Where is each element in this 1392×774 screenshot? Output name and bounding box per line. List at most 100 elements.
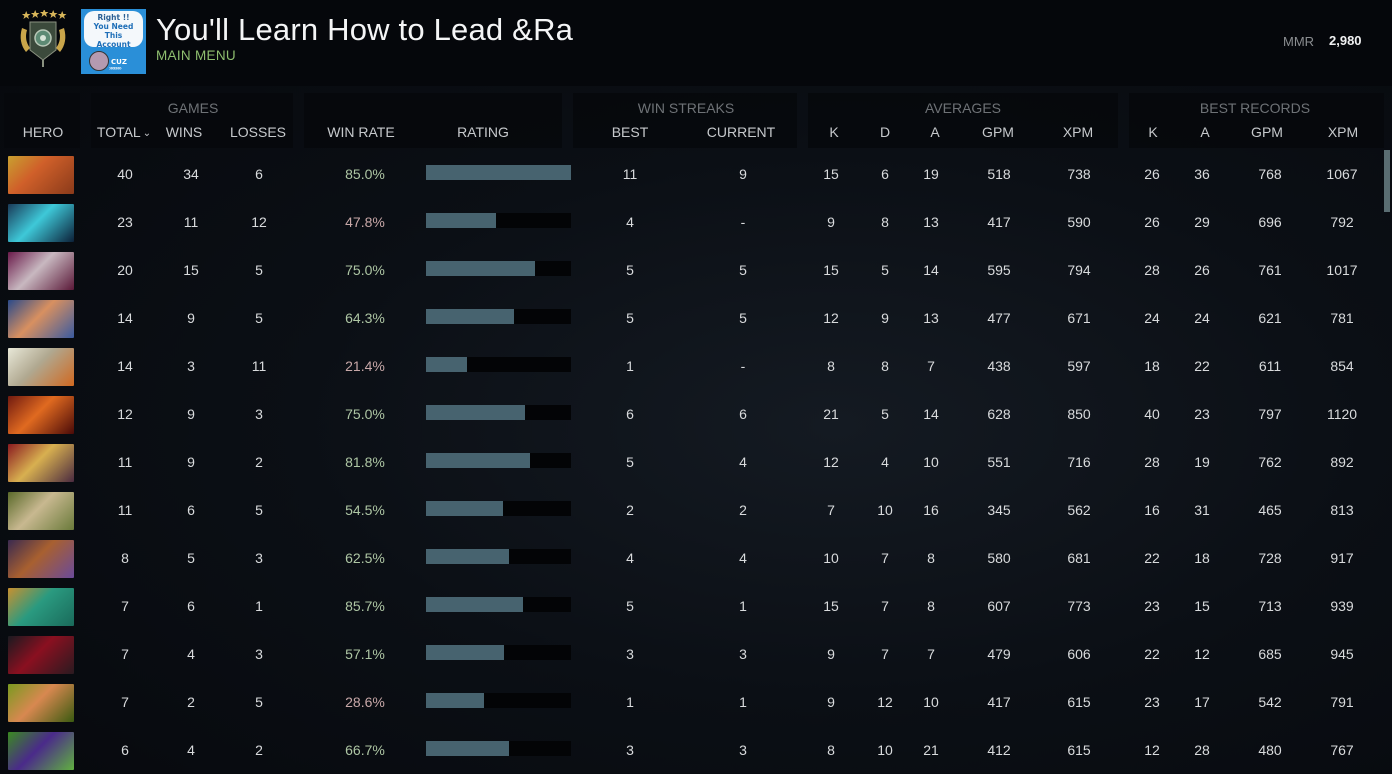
games-header-panel [91,93,293,148]
rating-bar-fill [426,645,505,660]
cell-avg-a: 8 [927,550,935,566]
table-row[interactable]: 14 9 5 64.3% 5 5 12 9 13 477 671 24 24 621 781 [0,294,1380,342]
hero-portrait[interactable] [8,204,74,242]
mmr-label: MMR [1283,34,1315,49]
column-header-avg-a[interactable]: A [930,124,940,140]
hero-portrait[interactable] [8,492,74,530]
table-row[interactable]: 7 2 5 28.6% 1 1 9 12 10 417 615 23 17 542 791 [0,678,1380,726]
cell-streak-current: 1 [739,694,747,710]
hero-portrait[interactable] [8,252,74,290]
table-row[interactable]: 23 11 12 47.8% 4 - 9 8 13 417 590 26 29 696 792 [0,198,1380,246]
cell-best-gpm: 761 [1258,262,1282,278]
cell-avg-k: 7 [827,502,835,518]
column-header-best-gpm[interactable]: GPM [1251,124,1283,140]
cell-losses: 1 [255,598,263,614]
cell-best-gpm: 611 [1258,358,1282,374]
column-header-best-xpm[interactable]: XPM [1327,124,1359,140]
cell-losses: 12 [251,214,267,230]
hero-portrait[interactable] [8,348,74,386]
cell-wins: 4 [187,742,195,758]
player-name-title: You'll Learn How to Lead &Ra [156,12,574,47]
table-row[interactable]: 7 6 1 85.7% 5 1 15 7 8 607 773 23 15 713 939 [0,582,1380,630]
cell-streak-current: 4 [739,550,747,566]
cell-streak-best: 5 [626,598,634,614]
table-row[interactable]: 11 9 2 81.8% 5 4 12 4 10 551 716 28 19 762 892 [0,438,1380,486]
vertical-scrollbar-thumb[interactable] [1384,150,1390,212]
best-records-header-panel [1129,93,1384,148]
cell-wins: 6 [187,502,195,518]
table-row[interactable]: 12 9 3 75.0% 6 6 21 5 14 628 850 40 23 797 1120 [0,390,1380,438]
column-header-hero[interactable]: HERO [22,124,64,140]
cell-best-gpm: 480 [1258,742,1282,758]
cell-wins: 9 [187,454,195,470]
cell-best-xpm: 1017 [1326,262,1358,278]
rating-bar [426,549,571,564]
cell-best-xpm: 892 [1330,454,1354,470]
column-header-avg-xpm[interactable]: XPM [1062,124,1094,140]
rating-bar-fill [426,213,496,228]
column-header-losses[interactable]: LOSSES [229,124,287,140]
cell-best-gpm: 621 [1258,310,1282,326]
cell-win-rate: 28.6% [345,694,385,710]
column-header-win-rate[interactable]: WIN RATE [327,124,395,140]
column-header-avg-d[interactable]: D [879,124,891,140]
cell-losses: 3 [255,406,263,422]
cell-avg-xpm: 738 [1067,166,1091,182]
cell-best-gpm: 713 [1258,598,1282,614]
cell-avg-d: 5 [881,406,889,422]
cell-streak-best: 5 [626,310,634,326]
cell-best-xpm: 917 [1330,550,1354,566]
hero-portrait[interactable] [8,156,74,194]
cell-avg-xpm: 606 [1067,646,1091,662]
cell-best-gpm: 768 [1258,166,1282,182]
table-row[interactable]: 40 34 6 85.0% 11 9 15 6 19 518 738 26 36 768 1067 [0,150,1380,198]
cell-wins: 15 [183,262,199,278]
cell-avg-d: 7 [881,550,889,566]
hero-portrait[interactable] [8,588,74,626]
cell-total: 7 [121,694,129,710]
cell-avg-gpm: 412 [987,742,1011,758]
rating-bar-fill [426,357,467,372]
cell-avg-xpm: 562 [1067,502,1091,518]
column-header-total[interactable]: TOTAL ⌄ [97,124,153,140]
column-header-best-k[interactable]: K [1148,124,1158,140]
cell-best-a: 24 [1194,310,1210,326]
table-row[interactable]: 20 15 5 75.0% 5 5 15 5 14 595 794 28 26 761 1017 [0,246,1380,294]
hero-portrait[interactable] [8,732,74,770]
column-header-avg-k[interactable]: K [829,124,839,140]
rating-bar-fill [426,549,509,564]
profile-header: Right !! You Need This Account CUZ »»»»»… [0,0,1392,86]
cell-best-xpm: 792 [1330,214,1354,230]
cell-avg-a: 7 [927,358,935,374]
main-menu-link[interactable]: MAIN MENU [156,48,236,63]
cell-total: 12 [117,406,133,422]
table-row[interactable]: 8 5 3 62.5% 4 4 10 7 8 580 681 22 18 728 917 [0,534,1380,582]
column-header-streak-best[interactable]: BEST [611,124,649,140]
cell-avg-gpm: 628 [987,406,1011,422]
sort-descending-icon: ⌄ [142,127,152,139]
hero-portrait[interactable] [8,540,74,578]
hero-portrait[interactable] [8,684,74,722]
cell-avg-d: 8 [881,358,889,374]
win-streaks-group-label: WIN STREAKS [637,100,735,116]
cell-streak-current: - [740,214,746,230]
cell-streak-best: 4 [626,214,634,230]
hero-portrait[interactable] [8,636,74,674]
table-row[interactable]: 7 4 3 57.1% 3 3 9 7 7 479 606 22 12 685 945 [0,630,1380,678]
cell-best-k: 12 [1144,742,1160,758]
column-header-rating[interactable]: RATING [457,124,509,140]
column-header-best-a[interactable]: A [1200,124,1210,140]
promo-line-1: Right !! [97,13,130,22]
hero-portrait[interactable] [8,444,74,482]
column-header-avg-gpm[interactable]: GPM [982,124,1014,140]
hero-portrait[interactable] [8,300,74,338]
hero-portrait[interactable] [8,396,74,434]
table-row[interactable]: 6 4 2 66.7% 3 3 8 10 21 412 615 12 28 480 767 [0,726,1380,774]
column-header-wins[interactable]: WINS [165,124,203,140]
column-header-streak-current[interactable]: CURRENT [706,124,776,140]
table-row[interactable]: 11 6 5 54.5% 2 2 7 10 16 345 562 16 31 465 813 [0,486,1380,534]
cell-streak-current: 4 [739,454,747,470]
cell-best-k: 28 [1144,262,1160,278]
table-row[interactable]: 14 3 11 21.4% 1 - 8 8 7 438 597 18 22 611 854 [0,342,1380,390]
cell-total: 8 [121,550,129,566]
